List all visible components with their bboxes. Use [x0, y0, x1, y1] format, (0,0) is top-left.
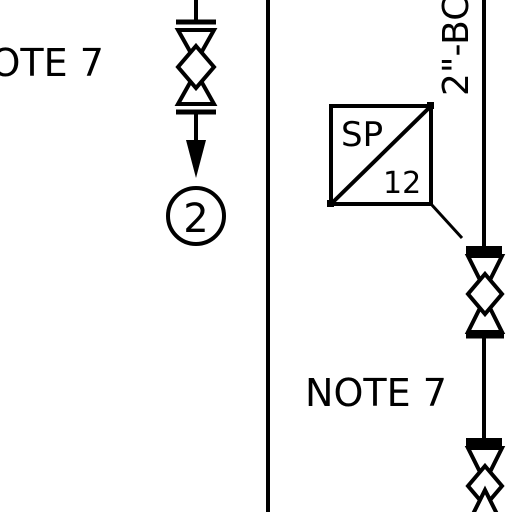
offpage-connector-number: 2: [183, 196, 208, 242]
instrument-sp-box[interactable]: [327, 102, 434, 207]
instrument-number-label: 12: [383, 166, 421, 201]
right-valve-upper-icon[interactable]: [464, 246, 506, 339]
instrument-lead-line: [429, 202, 464, 240]
offpage-connector-circle[interactable]: [166, 186, 226, 246]
line-size-label: 2"-BC: [436, 0, 477, 96]
flow-arrow-down-icon: [186, 140, 206, 178]
right-valve-lower-icon[interactable]: [464, 438, 506, 517]
gate-valve-icon[interactable]: [174, 28, 218, 106]
left-process-line: [176, 0, 216, 150]
instrument-tag-label: SP: [341, 115, 383, 155]
note-right-label: NOTE 7: [305, 371, 447, 415]
note-left-label: NOTE 7: [0, 41, 104, 85]
